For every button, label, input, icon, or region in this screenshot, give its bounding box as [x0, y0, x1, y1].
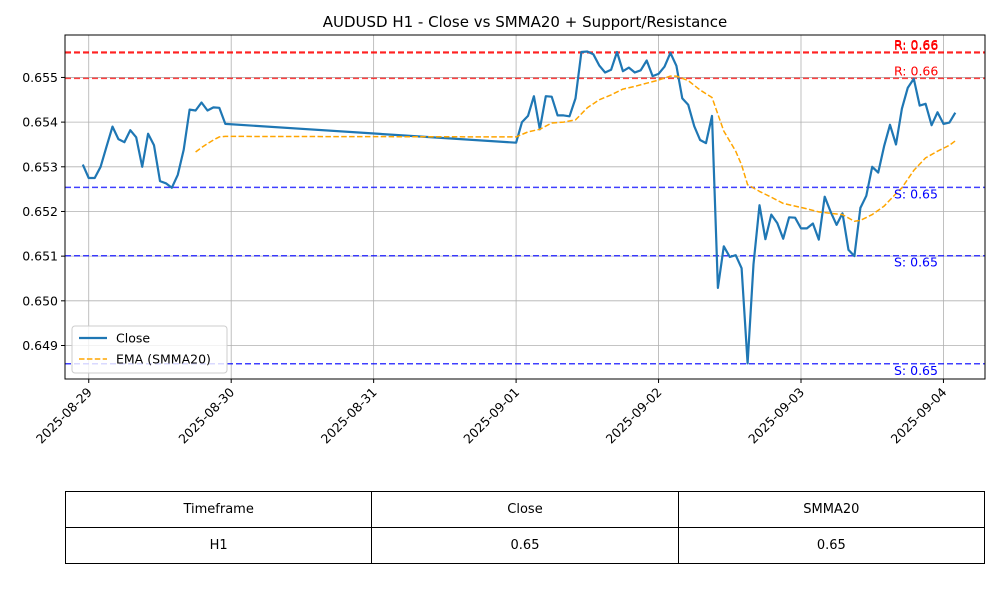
- support-resistance-lines: [65, 51, 985, 365]
- table-cell-smma20: 0.65: [677, 527, 986, 564]
- x-tick-label: 2025-09-04: [888, 384, 950, 446]
- chart: AUDUSD H1 - Close vs SMMA20 + Support/Re…: [22, 13, 986, 447]
- legend-box: [71, 325, 228, 374]
- axes: 0.649 0.650 0.651 0.652 0.653 0.654 0.655 2025-…: [22, 70, 949, 447]
- y-tick-label: 0.652: [22, 204, 58, 219]
- x-tick-label: 2025-08-30: [175, 384, 237, 446]
- close-series-line: [81, 50, 957, 365]
- x-tick-label: 2025-08-31: [318, 385, 380, 447]
- plot-frame: [64, 34, 986, 380]
- resistance-label: R: 0.66: [894, 63, 938, 78]
- table-cell-close: 0.65: [371, 527, 679, 564]
- x-tick-label: 2025-09-01: [460, 385, 522, 447]
- chart-title: AUDUSD H1 - Close vs SMMA20 + Support/Re…: [323, 13, 728, 31]
- legend[interactable]: Close EMA (SMMA20): [71, 325, 228, 374]
- y-tick-label: 0.651: [22, 249, 58, 264]
- legend-label-close: Close: [116, 331, 150, 346]
- legend-label-smma20: EMA (SMMA20): [116, 352, 211, 367]
- y-tick-label: 0.649: [22, 338, 58, 353]
- support-label: S: 0.65: [894, 186, 938, 201]
- table-header-timeframe: Timeframe: [64, 491, 373, 528]
- table-header-smma20: SMMA20: [677, 491, 986, 528]
- table-cell-timeframe: H1: [64, 527, 373, 564]
- y-tick-label: 0.654: [22, 115, 58, 130]
- y-tick-label: 0.655: [22, 70, 58, 85]
- table-row: H1 0.65 0.65: [64, 527, 986, 564]
- support-label: S: 0.65: [894, 255, 938, 270]
- table-header-row: Timeframe Close SMMA20: [64, 491, 986, 528]
- y-tick-label: 0.650: [22, 293, 58, 308]
- y-tick-label: 0.653: [22, 159, 58, 174]
- x-tick-label: 2025-09-02: [603, 385, 665, 447]
- series: [81, 50, 957, 365]
- support-label: S: 0.65: [894, 363, 938, 378]
- support-resistance-labels: R: 0.66R: 0.66R: 0.66S: 0.65S: 0.65S: 0.…: [894, 37, 938, 378]
- resistance-label: R: 0.66: [894, 37, 938, 52]
- summary-table: Timeframe Close SMMA20 H1 0.65 0.65: [64, 491, 986, 564]
- table-header-close: Close: [371, 491, 679, 528]
- x-tick-label: 2025-08-29: [33, 384, 95, 446]
- smma20-series-line: [195, 75, 956, 223]
- resistance-label: R: 0.66: [894, 38, 938, 53]
- x-tick-label: 2025-09-03: [745, 385, 807, 447]
